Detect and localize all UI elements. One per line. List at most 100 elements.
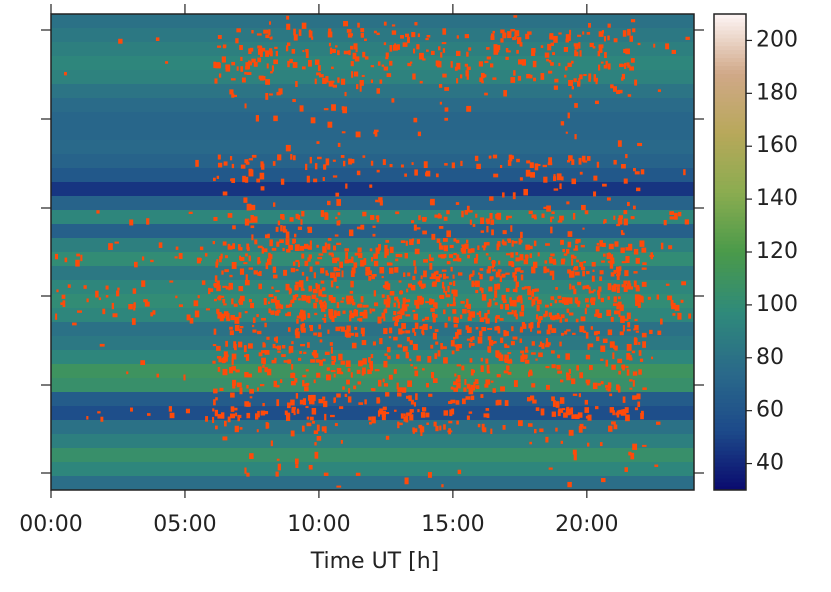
flag-speckle (533, 77, 537, 82)
flag-speckle (225, 286, 229, 290)
flag-speckle (105, 295, 109, 298)
colorbar-strip (714, 152, 746, 158)
flag-speckle (526, 73, 531, 79)
flag-speckle (545, 436, 549, 443)
flag-speckle (515, 281, 519, 287)
flag-speckle (99, 343, 105, 347)
flag-speckle (388, 336, 392, 339)
flag-speckle (471, 343, 475, 346)
flag-speckle (466, 383, 471, 389)
flag-speckle (314, 312, 318, 316)
flag-speckle (332, 159, 336, 162)
flag-speckle (524, 254, 529, 259)
flag-speckle (277, 154, 282, 161)
flag-speckle (217, 414, 222, 419)
flag-speckle (285, 238, 290, 245)
flag-speckle (464, 304, 470, 308)
flag-speckle (481, 423, 485, 431)
flag-speckle (438, 84, 443, 88)
flag-speckle (222, 298, 226, 304)
flag-speckle (518, 295, 523, 301)
flag-speckle (321, 304, 326, 308)
flag-speckle (222, 44, 227, 48)
flag-speckle (640, 412, 644, 420)
flag-speckle (513, 70, 516, 76)
flag-speckle (346, 325, 351, 331)
flag-speckle (567, 481, 572, 488)
flag-speckle (568, 429, 574, 436)
flag-speckle (460, 160, 463, 167)
flag-speckle (625, 154, 628, 159)
flag-speckle (641, 247, 647, 253)
flag-speckle (606, 309, 612, 317)
flag-speckle (642, 387, 647, 390)
flag-speckle (356, 170, 361, 176)
flag-speckle (629, 355, 632, 360)
flag-speckle (453, 387, 459, 392)
colorbar-strip (714, 85, 746, 90)
flag-speckle (487, 266, 492, 271)
flag-speckle (536, 164, 541, 167)
flag-speckle (618, 409, 622, 415)
flag-speckle (327, 243, 331, 250)
flag-speckle (302, 374, 307, 378)
flag-speckle (400, 35, 404, 39)
flag-speckle (618, 370, 621, 375)
flag-speckle (295, 331, 300, 339)
flag-speckle (403, 413, 406, 417)
colorbar-strip (714, 89, 746, 94)
flag-speckle (350, 270, 355, 278)
flag-speckle (475, 289, 479, 294)
flag-speckle (566, 329, 571, 332)
flag-speckle (546, 58, 549, 62)
flag-speckle (256, 314, 259, 318)
flag-speckle (244, 176, 249, 183)
flag-speckle (528, 371, 533, 376)
flag-speckle (264, 350, 270, 355)
flag-speckle (299, 105, 304, 112)
flag-speckle (486, 218, 490, 225)
flag-speckle (363, 258, 367, 266)
flag-speckle (504, 32, 507, 36)
flag-speckle (492, 154, 498, 159)
colorbar-strip (714, 61, 746, 67)
flag-speckle (301, 294, 307, 301)
flag-speckle (505, 272, 510, 275)
flag-speckle (358, 402, 363, 405)
flag-speckle (612, 352, 615, 360)
flag-speckle (596, 242, 599, 246)
flag-speckle (440, 254, 446, 259)
colorbar-strip (714, 374, 746, 380)
flag-speckle (520, 350, 525, 354)
flag-speckle (621, 261, 627, 264)
flag-speckle (492, 388, 496, 393)
flag-speckle (221, 270, 224, 275)
flag-speckle (369, 248, 373, 252)
flag-speckle (383, 309, 387, 313)
flag-speckle (370, 365, 374, 371)
flag-speckle (290, 381, 296, 386)
flag-speckle (227, 213, 233, 218)
flag-speckle (413, 313, 418, 320)
flag-speckle (316, 424, 320, 432)
flag-speckle (451, 408, 455, 415)
flag-speckle (483, 74, 487, 78)
flag-speckle (346, 300, 351, 305)
flag-speckle (574, 134, 577, 140)
flag-speckle (559, 215, 564, 221)
flag-speckle (349, 312, 355, 319)
flag-speckle (621, 73, 626, 80)
flag-speckle (450, 399, 456, 404)
flag-speckle (411, 32, 416, 38)
flag-speckle (516, 267, 521, 272)
flag-speckle (593, 77, 598, 82)
flag-speckle (285, 414, 291, 422)
flag-speckle (558, 299, 563, 303)
flag-speckle (670, 299, 674, 306)
colorbar-strip (714, 371, 746, 376)
flag-speckle (316, 141, 320, 144)
flag-speckle (362, 211, 367, 217)
flag-speckle (614, 310, 619, 315)
flag-speckle (215, 62, 221, 69)
flag-speckle (628, 286, 634, 290)
